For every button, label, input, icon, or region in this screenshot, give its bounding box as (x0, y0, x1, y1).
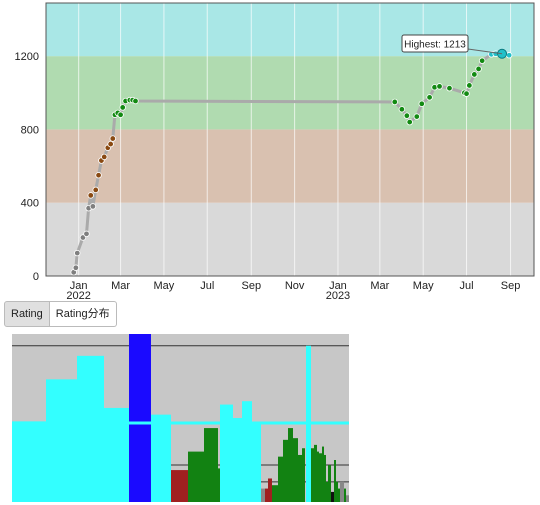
distribution-bar-10 (220, 404, 233, 502)
rating-point-2 (74, 249, 81, 257)
distribution-bar-31 (326, 481, 328, 502)
rating-point-6 (87, 192, 94, 199)
rating-point-23 (391, 98, 398, 106)
distribution-bar-23 (302, 448, 305, 502)
distribution-bar-2 (77, 355, 104, 502)
rating-point-32 (446, 84, 453, 92)
distribution-bar-22 (298, 454, 302, 502)
distribution-bar-28 (319, 453, 322, 502)
x-tick-label-5: Nov (285, 280, 305, 292)
distribution-bar-25 (311, 448, 314, 502)
tab-rating-distribution[interactable]: Rating分布 (49, 301, 117, 327)
rating-point-17 (117, 111, 124, 118)
distribution-bar-0 (12, 421, 46, 502)
distribution-bar-17 (272, 485, 278, 502)
rating-point-35 (466, 82, 473, 89)
rating-point-7 (89, 203, 97, 210)
distribution-bar-13 (252, 423, 261, 502)
distribution-bar-33 (331, 491, 334, 502)
distribution-bar-32 (328, 465, 331, 502)
rating-point-42 (505, 52, 513, 59)
distribution-bar-15 (265, 488, 268, 502)
rating-point-22 (132, 97, 139, 105)
distribution-bar-30 (324, 454, 326, 502)
highest-callout-text: Highest: 1213 (404, 40, 466, 51)
chart-tab-group: Rating Rating分布 (4, 301, 117, 327)
rating-point-31 (436, 83, 443, 90)
rating-point-28 (418, 100, 425, 107)
distribution-bar-26 (314, 444, 317, 502)
rating-distribution-chart (12, 334, 349, 502)
x-tick-label-10: Sep (501, 280, 521, 292)
x-tick-label-1: Mar (111, 280, 130, 292)
distribution-bar-6 (171, 470, 188, 502)
x-tick-label-9: Jul (459, 280, 473, 292)
distribution-bar-4 (129, 334, 151, 502)
rating-point-9 (95, 172, 102, 179)
distribution-bar-7 (188, 451, 204, 502)
rating-point-14 (109, 135, 116, 142)
distribution-bar-8 (204, 428, 218, 502)
distribution-bar-20 (288, 428, 293, 502)
distribution-bar-34 (334, 460, 336, 502)
distribution-bar-37 (340, 481, 344, 502)
x-tick-label-7: Mar (370, 280, 389, 292)
rating-point-18 (119, 104, 126, 111)
rating-point-1 (72, 264, 80, 271)
x-tick-label-0: Jan (70, 280, 88, 292)
highest-callout-box (401, 34, 469, 53)
rating-point-11 (101, 153, 108, 161)
x-tick-label-8: May (413, 280, 434, 292)
rating-point-27 (413, 113, 420, 120)
rating-point-25 (403, 112, 411, 119)
distribution-bar-18 (278, 456, 283, 502)
distribution-bar-21 (293, 438, 298, 502)
distribution-bar-1 (46, 379, 77, 502)
rating-band-2 (46, 56, 534, 130)
distribution-bar-12 (242, 401, 252, 502)
highest-callout-line (467, 48, 503, 55)
rating-point-13 (107, 140, 114, 148)
rating-point-26 (406, 118, 413, 126)
distribution-bar-19 (283, 439, 288, 502)
x-tick-label-6: Jan (329, 280, 347, 292)
x-tick-label-4: Sep (241, 280, 261, 292)
x-tick-year-6: 2023 (326, 290, 350, 300)
distribution-bar-16 (268, 478, 272, 502)
rating-point-24 (398, 106, 406, 113)
distribution-bar-5 (151, 414, 171, 502)
rating-point-4 (83, 230, 90, 238)
distribution-bar-29 (322, 446, 324, 502)
distribution-bar-35 (336, 481, 338, 502)
y-tick-label-0: 0 (33, 271, 39, 283)
y-tick-label-2: 800 (21, 124, 39, 136)
y-tick-label-1: 400 (21, 198, 39, 210)
distribution-bar-39 (346, 495, 349, 502)
rating-point-29 (426, 94, 433, 101)
x-tick-year-0: 2022 (66, 290, 90, 300)
distribution-bar-11 (233, 418, 242, 502)
y-tick-label-3: 1200 (15, 51, 39, 63)
rating-point-38 (478, 57, 486, 64)
rating-point-8 (92, 186, 99, 194)
rating-band-0 (46, 202, 534, 276)
tab-rating[interactable]: Rating (4, 301, 50, 327)
x-tick-label-3: Jul (200, 280, 214, 292)
distribution-bar-38 (344, 488, 346, 502)
distribution-bar-14 (261, 488, 265, 502)
rating-band-1 (46, 129, 534, 203)
plot-frame (45, 2, 535, 277)
rating-point-36 (471, 71, 478, 78)
distribution-bar-27 (317, 451, 319, 502)
rating-point-37 (475, 65, 482, 73)
x-tick-label-2: May (154, 280, 175, 292)
rating-point-34 (463, 90, 470, 97)
distribution-bar-36 (338, 488, 340, 502)
